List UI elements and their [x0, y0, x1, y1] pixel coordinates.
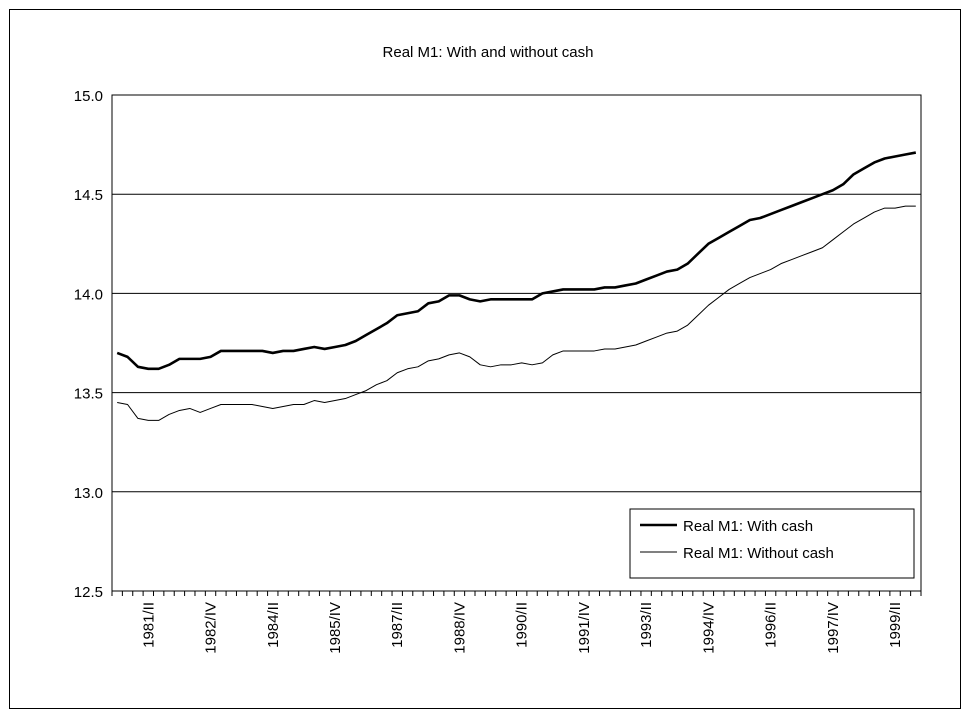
- plot-area-border: [111, 94, 922, 592]
- x-tick-label: 1988/IV: [451, 602, 468, 654]
- series-lines: [116, 151, 917, 421]
- x-axis: 1981/II 1982/IV 1984/II 1985/IV 1987/II 1988/…: [111, 591, 922, 654]
- legend: Real M1: With cash Real M1: Without cash: [629, 508, 915, 579]
- x-tick-label: 1984/II: [265, 602, 282, 648]
- chart-frame: Real M1: With and without cash 12.5 13.0 1…: [9, 9, 961, 709]
- legend-label-without-cash: Real M1: Without cash: [683, 545, 834, 562]
- x-tick-label: 1990/II: [514, 602, 531, 648]
- y-tick-label: 15.0: [74, 88, 103, 105]
- x-tick-label: 1997/IV: [825, 602, 842, 654]
- x-tick-label: 1987/II: [389, 602, 406, 648]
- y-tick-label: 13.5: [74, 386, 103, 403]
- gridlines: [112, 193, 921, 493]
- x-tick-label: 1985/IV: [327, 602, 344, 654]
- series-line-with-cash: [116, 151, 917, 371]
- y-tick-label: 12.5: [74, 584, 103, 601]
- series-line-without-cash: [117, 205, 916, 421]
- chart-title: Real M1: With and without cash: [383, 44, 594, 61]
- y-axis: 12.5 13.0 13.5 14.0 14.5 15.0: [74, 88, 103, 601]
- x-tick-label: 1982/IV: [203, 602, 220, 654]
- y-tick-label: 14.0: [74, 286, 103, 303]
- x-tick-label: 1991/IV: [576, 602, 593, 654]
- line-chart: Real M1: With and without cash 12.513.01…: [74, 44, 922, 654]
- x-tick-label: 1981/II: [140, 602, 157, 648]
- y-tick-label: 13.0: [74, 485, 103, 502]
- y-tick-label: 14.5: [74, 187, 103, 204]
- x-tick-label: 1993/II: [638, 602, 655, 648]
- x-tick-label: 1996/II: [763, 602, 780, 648]
- x-tick-label: 1999/II: [887, 602, 904, 648]
- x-tick-label: 1994/IV: [700, 602, 717, 654]
- legend-box: [629, 508, 915, 579]
- legend-label-with-cash: Real M1: With cash: [683, 518, 813, 535]
